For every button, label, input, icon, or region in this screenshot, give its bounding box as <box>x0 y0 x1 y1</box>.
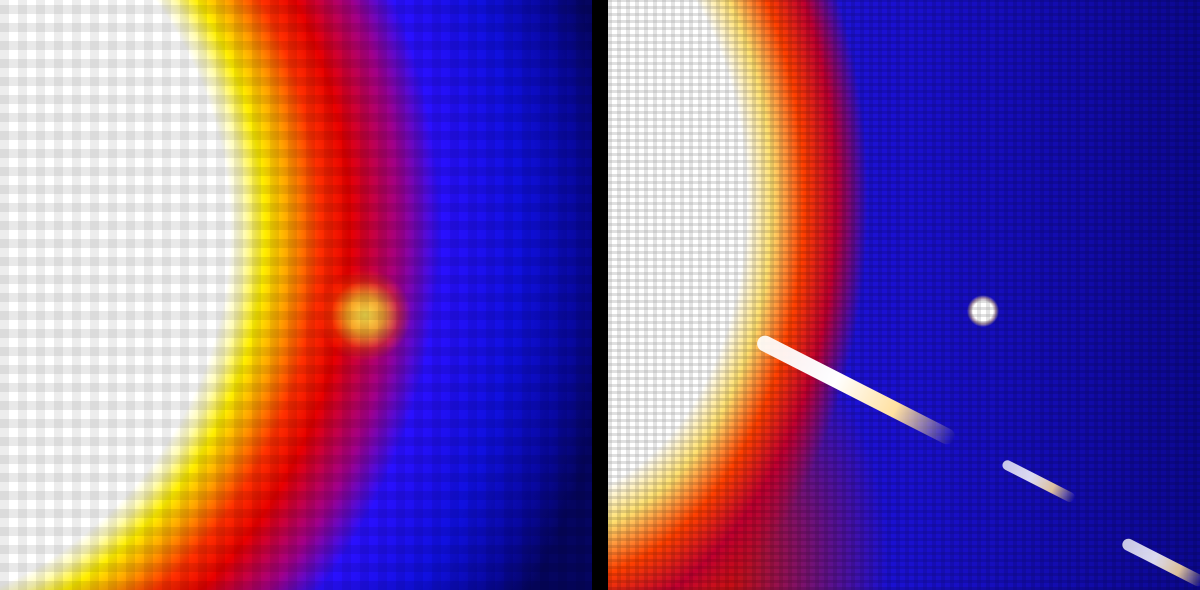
left-image-panel <box>0 0 592 590</box>
right-image-panel <box>608 0 1200 590</box>
pixel-noise <box>608 0 1200 590</box>
panel-divider <box>592 0 608 590</box>
pixel-noise <box>0 0 592 590</box>
